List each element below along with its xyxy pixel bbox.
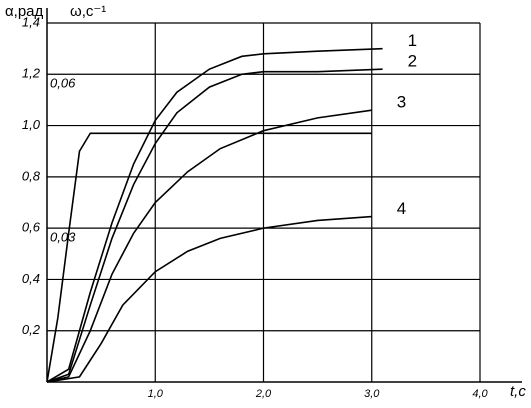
curve-label: 4 (397, 199, 406, 218)
x-axis-title: t,c (510, 383, 526, 400)
x-tick-label: 2,0 (255, 388, 272, 400)
y-tick-label: 1,2 (22, 66, 41, 81)
y-axis-title: α,рад (5, 3, 44, 20)
y2-tick-label: 0,03 (50, 230, 76, 245)
y-tick-label: 0,8 (22, 168, 41, 183)
y2-axis-title: ω,с⁻¹ (70, 3, 106, 20)
y2-tick-label: 0,06 (50, 76, 76, 91)
y-tick-label: 1,0 (22, 117, 41, 132)
y-tick-label: 1,4 (22, 14, 40, 29)
y-tick-label: 0,2 (22, 322, 41, 337)
curve-label: 2 (408, 52, 417, 71)
curve (46, 215, 372, 383)
x-tick-label: 3,0 (364, 388, 380, 400)
y-tick-label: 0,6 (22, 220, 41, 235)
curve (46, 47, 383, 383)
y-tick-label: 0,4 (22, 271, 40, 286)
curve (46, 68, 383, 383)
curve-label: 1 (408, 31, 417, 50)
x-tick-label: 1,0 (148, 388, 164, 400)
curve (46, 132, 372, 383)
x-tick-label: 4,0 (472, 388, 488, 400)
curve (46, 109, 372, 383)
curve-label: 3 (397, 93, 406, 112)
